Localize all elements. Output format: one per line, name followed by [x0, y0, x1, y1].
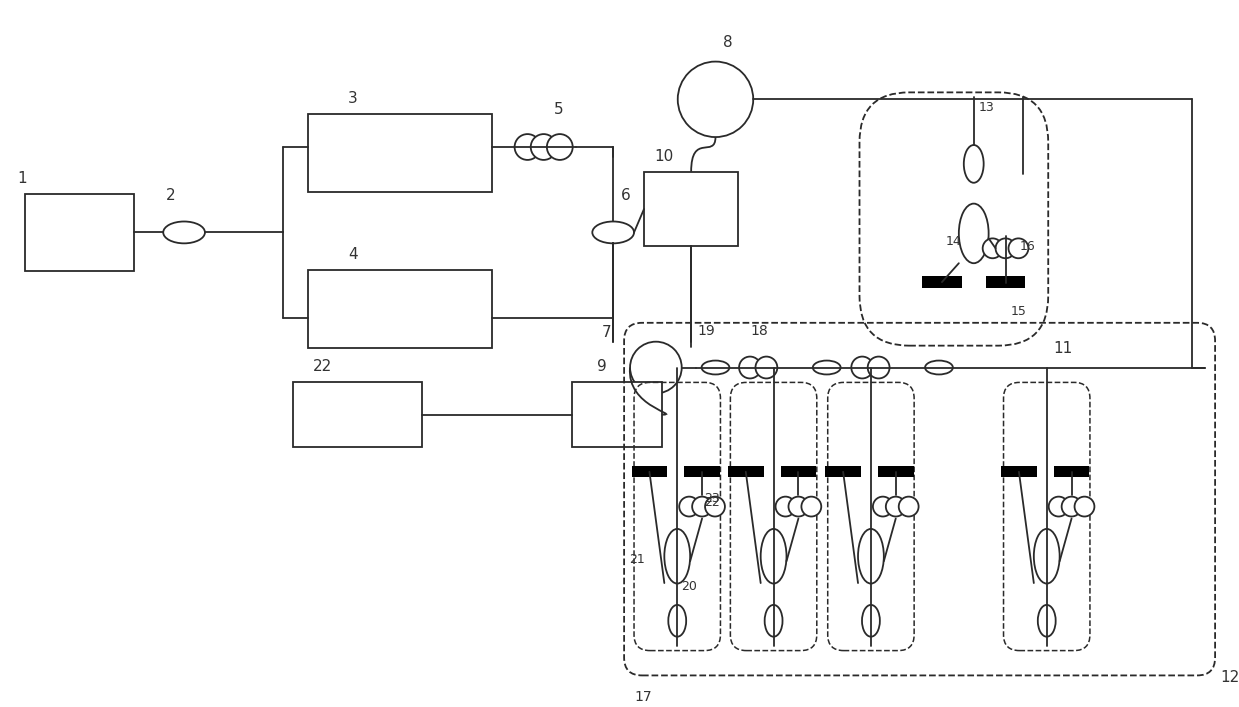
Bar: [1053, 466, 1089, 477]
Bar: [825, 466, 861, 477]
Bar: [572, 382, 662, 447]
Circle shape: [851, 356, 873, 378]
Text: 6: 6: [621, 187, 631, 203]
Text: 3: 3: [348, 91, 358, 106]
Text: 11: 11: [1053, 341, 1073, 356]
Text: 15: 15: [1011, 305, 1026, 318]
Text: 7: 7: [601, 325, 611, 339]
Circle shape: [983, 238, 1002, 258]
Ellipse shape: [164, 221, 204, 243]
Circle shape: [867, 356, 890, 378]
Ellipse shape: [959, 204, 989, 263]
Circle shape: [886, 496, 906, 517]
Circle shape: [705, 496, 725, 517]
Text: 14: 14: [945, 235, 961, 248]
Ellipse shape: [664, 529, 690, 583]
Bar: [25, 194, 134, 271]
Ellipse shape: [761, 529, 787, 583]
Bar: [878, 466, 913, 477]
Bar: [309, 270, 492, 348]
Circle shape: [788, 496, 808, 517]
Text: 1: 1: [17, 171, 27, 186]
Circle shape: [756, 356, 777, 378]
Text: 22: 22: [704, 496, 720, 508]
Circle shape: [802, 496, 821, 517]
Bar: [1001, 466, 1037, 477]
Text: 5: 5: [554, 103, 564, 117]
Circle shape: [898, 496, 918, 517]
Text: 12: 12: [1220, 670, 1239, 686]
Ellipse shape: [668, 605, 686, 637]
Text: 17: 17: [634, 690, 652, 704]
Ellipse shape: [701, 361, 730, 375]
Text: 2: 2: [166, 187, 176, 203]
Bar: [644, 172, 738, 246]
Bar: [684, 466, 720, 477]
Text: 22: 22: [313, 359, 332, 375]
Circle shape: [1074, 496, 1094, 517]
Ellipse shape: [926, 361, 953, 375]
Circle shape: [1048, 496, 1068, 517]
Text: 16: 16: [1020, 240, 1035, 253]
Circle shape: [514, 134, 540, 160]
Circle shape: [1062, 496, 1082, 517]
Text: 20: 20: [681, 580, 698, 593]
Circle shape: [996, 238, 1016, 258]
Text: 19: 19: [698, 324, 715, 338]
Ellipse shape: [1033, 529, 1059, 583]
Ellipse shape: [813, 361, 840, 375]
Text: 10: 10: [654, 149, 673, 164]
Bar: [727, 466, 763, 477]
Text: 21: 21: [629, 553, 646, 566]
Circle shape: [678, 62, 753, 137]
Bar: [309, 115, 492, 192]
Circle shape: [873, 496, 893, 517]
Bar: [922, 276, 961, 288]
Bar: [781, 466, 817, 477]
Circle shape: [1009, 238, 1028, 258]
Text: 18: 18: [751, 324, 768, 338]
Text: 8: 8: [724, 35, 733, 49]
Circle shape: [693, 496, 712, 517]
Circle shape: [679, 496, 699, 517]
Circle shape: [740, 356, 761, 378]
Text: 23: 23: [704, 491, 720, 505]
Ellipse shape: [862, 605, 880, 637]
Ellipse shape: [964, 145, 984, 183]
Bar: [294, 382, 422, 447]
Circle shape: [530, 134, 556, 160]
Ellipse shape: [859, 529, 883, 583]
Circle shape: [631, 341, 681, 393]
Bar: [632, 466, 668, 477]
Text: 9: 9: [597, 359, 607, 375]
Circle shape: [776, 496, 795, 517]
Ellipse shape: [592, 221, 634, 243]
Text: 4: 4: [348, 247, 358, 262]
Text: 13: 13: [979, 101, 995, 115]
Ellipse shape: [1038, 605, 1056, 637]
Circle shape: [546, 134, 572, 160]
Ellipse shape: [764, 605, 783, 637]
Bar: [986, 276, 1026, 288]
